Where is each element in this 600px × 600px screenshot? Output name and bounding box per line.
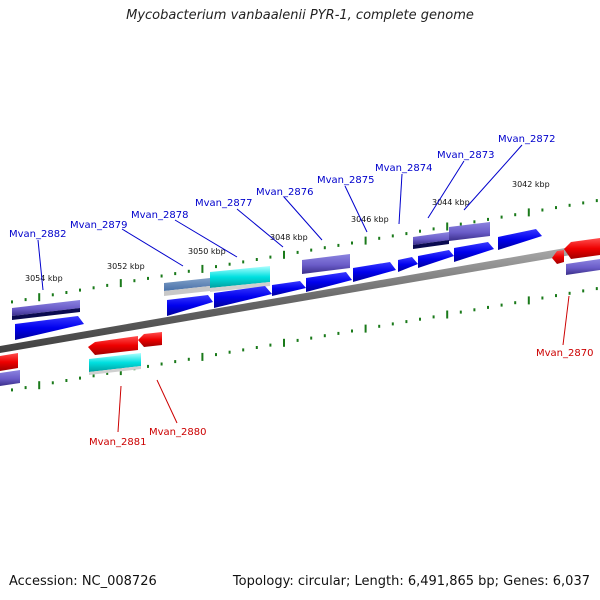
gene-arrow-forward[interactable]	[214, 286, 272, 308]
feature-box[interactable]	[164, 278, 210, 296]
gene-label[interactable]: Mvan_2870	[536, 348, 593, 359]
gene-arrow-forward[interactable]	[418, 250, 454, 268]
feature-box[interactable]	[566, 259, 600, 275]
gene-arrow-reverse[interactable]	[552, 250, 564, 264]
kbp-label: 3050 kbp	[188, 247, 226, 256]
reverse-gene-arrows	[0, 238, 600, 371]
feature-box[interactable]	[89, 353, 141, 375]
kbp-label: 3044 kbp	[432, 198, 470, 207]
scale-ticks-lower	[11, 287, 598, 392]
kbp-label: 3048 kbp	[270, 233, 308, 242]
kbp-label: 3046 kbp	[351, 215, 389, 224]
gene-label[interactable]: Mvan_2879	[70, 220, 127, 231]
gene-label[interactable]: Mvan_2872	[498, 134, 555, 145]
kbp-label: 3042 kbp	[512, 180, 550, 189]
accession-text: Accession: NC_008726	[9, 574, 157, 589]
feature-box[interactable]	[302, 254, 350, 274]
feature-box[interactable]	[12, 300, 80, 320]
gene-arrow-forward[interactable]	[398, 257, 418, 272]
gene-arrow-reverse[interactable]	[0, 353, 18, 371]
gene-label[interactable]: Mvan_2880	[149, 427, 206, 438]
gene-label[interactable]: Mvan_2877	[195, 198, 252, 209]
feature-box[interactable]	[449, 222, 490, 241]
gene-arrow-forward[interactable]	[353, 262, 396, 282]
gene-arrow-forward[interactable]	[498, 229, 542, 250]
genome-summary-text: Topology: circular; Length: 6,491,865 bp…	[232, 574, 590, 589]
gene-arrow-reverse[interactable]	[564, 238, 600, 259]
gene-label[interactable]: Mvan_2875	[317, 175, 374, 186]
forward-feature-track-upper	[12, 222, 490, 320]
genome-backbone	[0, 242, 600, 353]
gene-label[interactable]: Mvan_2881	[89, 437, 146, 448]
scale-ticks-upper	[11, 199, 598, 304]
gene-label[interactable]: Mvan_2882	[9, 229, 66, 240]
map-title: Mycobacterium vanbaalenii PYR-1, complet…	[126, 8, 474, 23]
gene-arrow-forward[interactable]	[306, 272, 352, 292]
gene-arrow-reverse[interactable]	[88, 336, 138, 355]
feature-box[interactable]	[210, 266, 270, 292]
gene-label[interactable]: Mvan_2876	[256, 187, 313, 198]
feature-box[interactable]	[413, 232, 449, 249]
gene-labels: Mvan_2882 Mvan_2879 Mvan_2878 Mvan_2877 …	[9, 134, 593, 448]
callout-lines	[37, 144, 570, 433]
gene-label[interactable]: Mvan_2874	[375, 163, 432, 174]
forward-gene-arrows	[15, 229, 542, 340]
gene-arrow-forward[interactable]	[272, 281, 306, 296]
reverse-feature-track	[0, 259, 600, 386]
kbp-label: 3052 kbp	[107, 262, 145, 271]
gene-arrow-forward[interactable]	[454, 242, 494, 262]
kbp-label: 3054 kbp	[25, 274, 63, 283]
gene-label[interactable]: Mvan_2873	[437, 150, 494, 161]
feature-box[interactable]	[0, 370, 20, 386]
gene-arrow-reverse[interactable]	[138, 332, 162, 347]
gene-arrow-forward[interactable]	[167, 295, 213, 316]
kbp-labels: 3054 kbp 3052 kbp 3050 kbp 3048 kbp 3046…	[25, 180, 550, 283]
gene-arrow-forward[interactable]	[15, 316, 84, 340]
gene-label[interactable]: Mvan_2878	[131, 210, 188, 221]
